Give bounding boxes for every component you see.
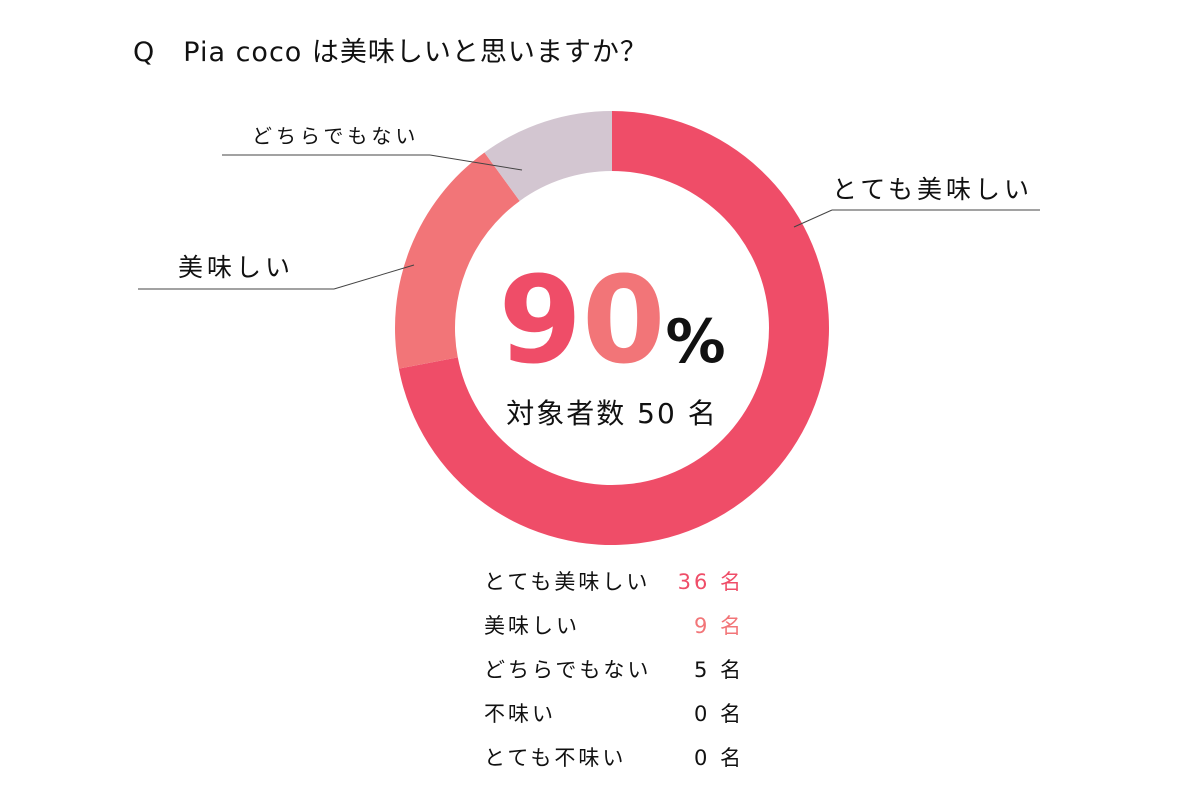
table-row: 不味い 0 名: [484, 698, 754, 728]
row-label: とても美味しい: [484, 570, 651, 594]
row-count: 5 名: [693, 658, 744, 682]
row-count: 9 名: [693, 614, 744, 638]
table-row: 美味しい 9 名: [484, 610, 754, 640]
slice-label-neutral: どちらでもない: [252, 124, 420, 148]
leader-line-good-diag: [333, 264, 415, 290]
percent-digit-1: 9: [498, 252, 582, 391]
donut-slice-2: [484, 111, 612, 201]
row-count: 36 名: [677, 570, 744, 594]
leader-line-neutral-diag: [429, 154, 523, 171]
table-row: とても不味い 0 名: [484, 742, 754, 772]
table-row: とても美味しい 36 名: [484, 566, 754, 596]
row-label: とても不味い: [484, 746, 627, 770]
leader-line-very-good-diag: [793, 209, 833, 228]
chart-title: Q Pia coco は美味しいと思いますか？: [133, 30, 648, 69]
slice-label-very-good: とても美味しい: [832, 175, 1034, 204]
center-percentage: 90%: [0, 262, 1200, 382]
row-label: 美味しい: [484, 614, 580, 638]
table-row: どちらでもない 5 名: [484, 654, 754, 684]
slice-label-good: 美味しい: [178, 253, 295, 282]
percent-sign: %: [665, 307, 726, 377]
donut-slice-1: [394, 152, 520, 369]
row-label: どちらでもない: [484, 658, 652, 682]
row-count: 0 名: [693, 746, 744, 770]
respondent-count: 対象者数 50 名: [506, 397, 718, 430]
question-text: Pia coco は美味しいと思いますか？: [183, 37, 648, 68]
row-count: 0 名: [693, 702, 744, 726]
row-label: 不味い: [484, 702, 556, 726]
question-prefix: Q: [133, 37, 156, 68]
percent-digit-2: 0: [581, 252, 666, 391]
